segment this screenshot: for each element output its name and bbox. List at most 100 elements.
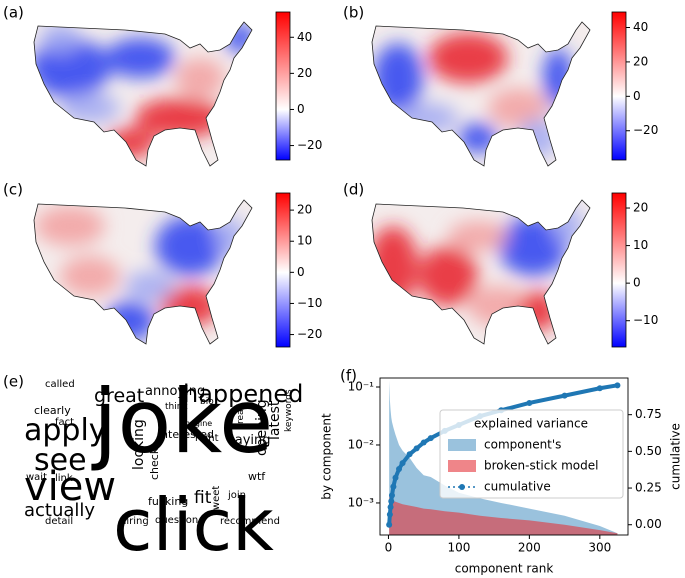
us-map — [33, 199, 253, 345]
point — [390, 483, 397, 490]
legend-box — [439, 409, 624, 499]
axes-frame — [379, 377, 629, 536]
word: imagine — [180, 419, 212, 428]
word: keywords — [284, 389, 294, 432]
point — [413, 445, 420, 452]
word: hiring — [120, 516, 149, 527]
x-axis-label: component rank — [455, 562, 554, 576]
word: looking — [131, 419, 147, 470]
y2-tick-label: 0.50 — [635, 444, 662, 458]
panel-label: (a) — [3, 4, 24, 22]
panel-label: (e) — [3, 373, 24, 391]
word: saying — [228, 433, 271, 448]
legend-label: cumulative — [484, 480, 551, 494]
word: read — [236, 404, 246, 424]
colorbar-tick-label: −10 — [297, 296, 322, 310]
word: fucking — [148, 495, 188, 508]
colorbar-tick-label: −20 — [297, 327, 322, 341]
x-tick-label: 0 — [385, 541, 393, 555]
colorbar-tick-label: −20 — [297, 138, 322, 152]
panel-label: (f) — [340, 367, 357, 385]
point — [386, 521, 393, 528]
legend-label: component's — [484, 438, 561, 452]
us-map — [371, 21, 591, 167]
word: fit — [194, 488, 212, 508]
colorbar-tick-label: 20 — [633, 201, 648, 215]
colorbar-tick-label: 10 — [297, 234, 312, 248]
legend: explained variance component's broken-stic… — [439, 409, 624, 499]
word: detail — [45, 516, 73, 527]
word: wtf — [248, 470, 266, 483]
point — [596, 385, 603, 392]
legend-marker — [459, 484, 465, 490]
x-tick-label: 200 — [518, 541, 541, 555]
word: annoying — [145, 384, 205, 399]
word: interested — [158, 428, 214, 441]
word: apply — [24, 413, 107, 448]
point — [420, 439, 427, 446]
colorbar-tick-label: 0 — [297, 265, 305, 279]
colorbar-tick-label: 20 — [297, 203, 312, 217]
colorbar — [275, 192, 291, 348]
colorbar-tick-label: 20 — [633, 54, 648, 68]
word: bio — [200, 397, 214, 407]
word: wait — [26, 472, 47, 483]
y2-tick-label: 0.00 — [635, 517, 662, 531]
colorbar-tick-label: 0 — [297, 102, 305, 116]
panel-label: (c) — [3, 181, 23, 199]
point — [561, 392, 568, 399]
us-map — [371, 199, 591, 345]
x-tick-label: 300 — [588, 541, 611, 555]
point — [614, 382, 621, 389]
legend-title: explained variance — [474, 417, 588, 431]
colorbar-tick-label: 20 — [297, 66, 312, 80]
colorbar-tick-label: 40 — [297, 30, 312, 44]
word: view — [24, 464, 116, 510]
word: recommend — [220, 516, 280, 527]
word: joke — [91, 370, 273, 473]
word: clearly — [34, 404, 71, 417]
colorbar-tick-label: −20 — [633, 123, 658, 137]
legend-swatch — [448, 439, 476, 451]
point — [388, 492, 395, 499]
point — [392, 474, 399, 481]
word: actually — [24, 500, 95, 521]
word: check — [148, 447, 161, 480]
word: called — [45, 379, 75, 390]
legend-label: broken-stick model — [484, 459, 599, 473]
point — [427, 435, 434, 442]
word: question — [155, 515, 198, 526]
colorbar-tick-label: −10 — [633, 313, 658, 327]
x-tick-label: 100 — [447, 541, 470, 555]
point — [526, 399, 533, 406]
point — [406, 451, 413, 458]
colorbar — [611, 11, 627, 161]
word: latest — [267, 400, 283, 440]
word: think — [165, 402, 188, 412]
word: fact — [55, 417, 74, 428]
y2-tick-label: 0.25 — [635, 481, 662, 495]
y2-axis-label: cumulative — [669, 423, 683, 490]
colorbar-tick-label: 0 — [633, 276, 641, 290]
point — [387, 504, 394, 511]
legend-swatch — [448, 460, 476, 472]
word: click — [113, 483, 274, 567]
word: see — [34, 443, 87, 478]
point — [399, 460, 406, 467]
us-map — [33, 21, 253, 167]
panel-label: (b) — [343, 4, 364, 22]
y-tick-label: 10⁻² — [348, 437, 375, 451]
point — [386, 511, 393, 518]
colorbar-tick-label: 10 — [633, 238, 648, 252]
colorbar-tick-label: 40 — [633, 20, 648, 34]
point — [396, 465, 403, 472]
word: happened — [183, 380, 303, 408]
area — [389, 496, 618, 535]
y-tick-label: 10⁻¹ — [348, 380, 375, 394]
panel-label: (d) — [343, 181, 364, 199]
word: link — [55, 473, 73, 484]
map-panels: (a) −20 0 20 40 (b) −20 0 20 40 (c) −20 −10 0 10 20 (d) −… — [3, 4, 658, 348]
colorbar — [275, 11, 291, 161]
